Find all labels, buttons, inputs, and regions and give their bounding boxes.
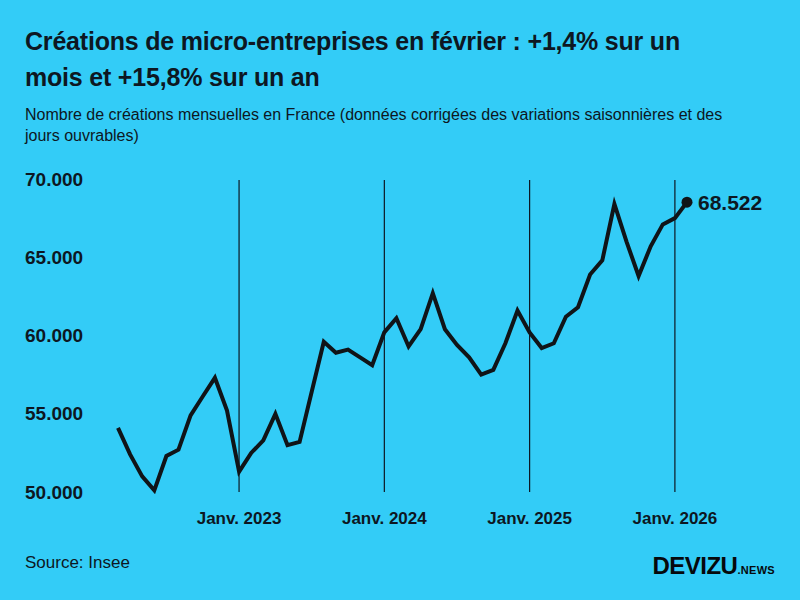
brand-logo-main: DEVIZU [652,552,737,580]
x-axis-label: Janv. 2024 [342,509,427,528]
infographic-root: 70.000 65.000 60.000 55.000 50.000 Janv. 2023… [0,0,800,600]
page-title: Créations de micro-entreprises en févrie… [25,24,725,95]
chart-subtitle: Nombre de créations mensuelles en France… [25,104,730,146]
header: Créations de micro-entreprises en févrie… [25,24,740,146]
brand-logo: DEVIZU.NEWS [652,552,775,580]
trend-line [118,202,687,490]
x-axis-label: Janv. 2023 [197,509,282,528]
y-axis-label: 50.000 [25,482,83,503]
y-axis-label: 70.000 [25,169,83,190]
source-label: Source: Insee [25,553,130,573]
end-value-label: 68.522 [698,191,762,214]
x-axis-label: Janv. 2025 [487,509,572,528]
brand-logo-suffix: .NEWS [737,564,775,576]
y-axis-label: 60.000 [25,325,83,346]
end-point-dot [682,197,693,208]
y-axis-label: 55.000 [25,403,83,424]
x-axis-label: Janv. 2026 [633,509,718,528]
y-axis-label: 65.000 [25,247,83,268]
footer: Source: Insee DEVIZU.NEWS [0,540,800,600]
